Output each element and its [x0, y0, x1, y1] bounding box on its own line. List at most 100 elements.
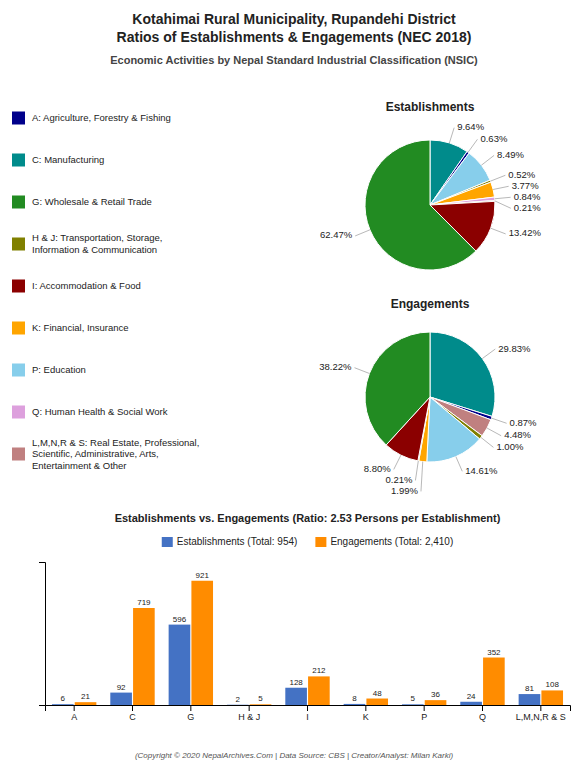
pie-slice — [365, 140, 476, 270]
legend-item: I: Accommodation & Food — [12, 280, 141, 293]
leader-line — [415, 461, 418, 480]
annotation: (Copyright © 2020 NepalArchives.Com | Da… — [135, 751, 454, 760]
bar-series — [75, 581, 563, 705]
data-label: 6 — [61, 694, 66, 703]
leader-line — [394, 455, 401, 469]
text-line: G: Wholesale & Retail Trade — [32, 196, 152, 207]
legend-label: G: Wholesale & Retail Trade — [32, 196, 152, 207]
legend-label: L,M,N,R & S: Real Estate, Professional,S… — [32, 436, 199, 470]
data-label: 5 — [411, 694, 416, 703]
legend-swatch — [12, 154, 25, 167]
leader-line — [493, 186, 509, 189]
text-line: Entertainment & Other — [32, 459, 127, 470]
text-line: I: Accommodation & Food — [32, 280, 141, 291]
data-label: 2 — [236, 695, 241, 704]
tick-mark — [365, 705, 366, 711]
legend-swatch — [12, 406, 25, 419]
tick-mark — [249, 705, 250, 711]
tick-mark — [540, 705, 541, 711]
text-line: Kotahimai Rural Municipality, Rupandehi … — [132, 11, 456, 27]
bar — [308, 676, 330, 705]
bar-marks — [52, 581, 563, 705]
bar — [541, 690, 563, 705]
chart-svg: Kotahimai Rural Municipality, Rupandehi … — [0, 0, 588, 768]
pie-labels: 9.64%0.63%8.49%0.52%3.77%0.84%0.21%13.42… — [320, 121, 542, 240]
legend-swatch — [12, 280, 25, 293]
subtitle: Economic Activities by Nepal Standard In… — [110, 54, 478, 66]
data-label: 719 — [137, 598, 151, 607]
leader-line — [491, 418, 506, 423]
text-line: L,M,N,R & S: Real Estate, Professional, — [32, 436, 199, 447]
data-label: 48 — [373, 689, 382, 698]
data-label: 1.99% — [391, 485, 418, 496]
legend-label: Engagements (Total: 2,410) — [330, 536, 453, 547]
text-line: P: Education — [32, 364, 86, 375]
legend-item: C: Manufacturing — [12, 154, 104, 167]
bar — [52, 704, 74, 705]
tick-label: G — [187, 712, 194, 722]
tick-label: I — [306, 712, 309, 722]
bar — [75, 702, 97, 705]
bar — [425, 700, 447, 705]
data-label: 4.48% — [504, 429, 531, 440]
data-label: 596 — [173, 615, 187, 624]
data-label: 5 — [258, 694, 263, 703]
tick-label: Q — [479, 712, 486, 722]
leader-line — [468, 139, 477, 152]
bar-title: Establishments vs. Engagements (Ratio: 2… — [115, 512, 501, 524]
leader-line — [491, 228, 506, 234]
tick: H & J — [238, 705, 260, 722]
pie-labels: 29.83%0.87%4.48%1.00%14.61%1.99%0.21%8.8… — [319, 343, 537, 496]
data-label: 8.80% — [364, 463, 391, 474]
bar — [227, 704, 249, 705]
data-label: 36 — [431, 690, 440, 699]
legend-swatch — [162, 537, 173, 547]
data-label: 0.87% — [510, 417, 537, 428]
data-label: 212 — [312, 666, 326, 675]
data-label: 13.42% — [509, 227, 542, 238]
data-label: 8.49% — [497, 149, 524, 160]
leader-line — [354, 368, 369, 374]
leader-line — [456, 457, 462, 472]
tick-mark — [74, 705, 75, 711]
data-label: 8 — [352, 694, 357, 703]
category-legend: A: Agriculture, Forestry & Fishing C: Man… — [12, 112, 199, 471]
pie: 9.64%0.63%8.49%0.52%3.77%0.84%0.21%13.42… — [320, 121, 542, 270]
bar — [366, 699, 388, 705]
data-label: 3.77% — [512, 180, 539, 191]
data-label: 0.21% — [514, 202, 541, 213]
legend-label: Q: Human Health & Social Work — [32, 406, 168, 417]
legend-item: H & J: Transportation, Storage,Informati… — [12, 232, 162, 255]
pie-slices — [365, 332, 495, 462]
tick: P — [421, 705, 427, 722]
legend-item: Q: Human Health & Social Work — [12, 406, 168, 419]
bar — [110, 693, 132, 705]
data-label: 29.83% — [498, 343, 531, 354]
data-label: 0.21% — [385, 474, 412, 485]
title: Kotahimai Rural Municipality, Rupandehi … — [117, 11, 472, 45]
legend-swatch — [12, 448, 25, 461]
leader-line — [421, 462, 423, 492]
legend-label: C: Manufacturing — [32, 154, 104, 165]
chart-root: Kotahimai Rural Municipality, Rupandehi … — [0, 0, 588, 768]
axis-line — [39, 563, 46, 706]
bar — [169, 625, 191, 705]
bar-chart: Establishments vs. Engagements (Ratio: 2… — [39, 512, 571, 722]
tick-label: K — [363, 712, 369, 722]
legend-item: P: Education — [12, 364, 86, 377]
bar — [402, 704, 424, 705]
data-label: 1.00% — [496, 441, 523, 452]
tick-mark — [132, 705, 133, 711]
text-line: C: Manufacturing — [32, 154, 104, 165]
text-line: A: Agriculture, Forestry & Fishing — [32, 112, 171, 123]
bar — [250, 704, 272, 705]
bar-legend: Establishments (Total: 954)Engagements (… — [162, 536, 453, 547]
text-line: Information & Communication — [32, 243, 157, 254]
leader-line — [482, 349, 495, 358]
axis-line — [46, 706, 571, 712]
tick: G — [187, 705, 194, 722]
x-axis: ACGH & JIKPQL,M,N,R & S — [46, 705, 571, 722]
legend-label: H & J: Transportation, Storage,Informati… — [32, 232, 162, 255]
legend-swatch — [12, 112, 25, 125]
bar — [460, 702, 482, 705]
